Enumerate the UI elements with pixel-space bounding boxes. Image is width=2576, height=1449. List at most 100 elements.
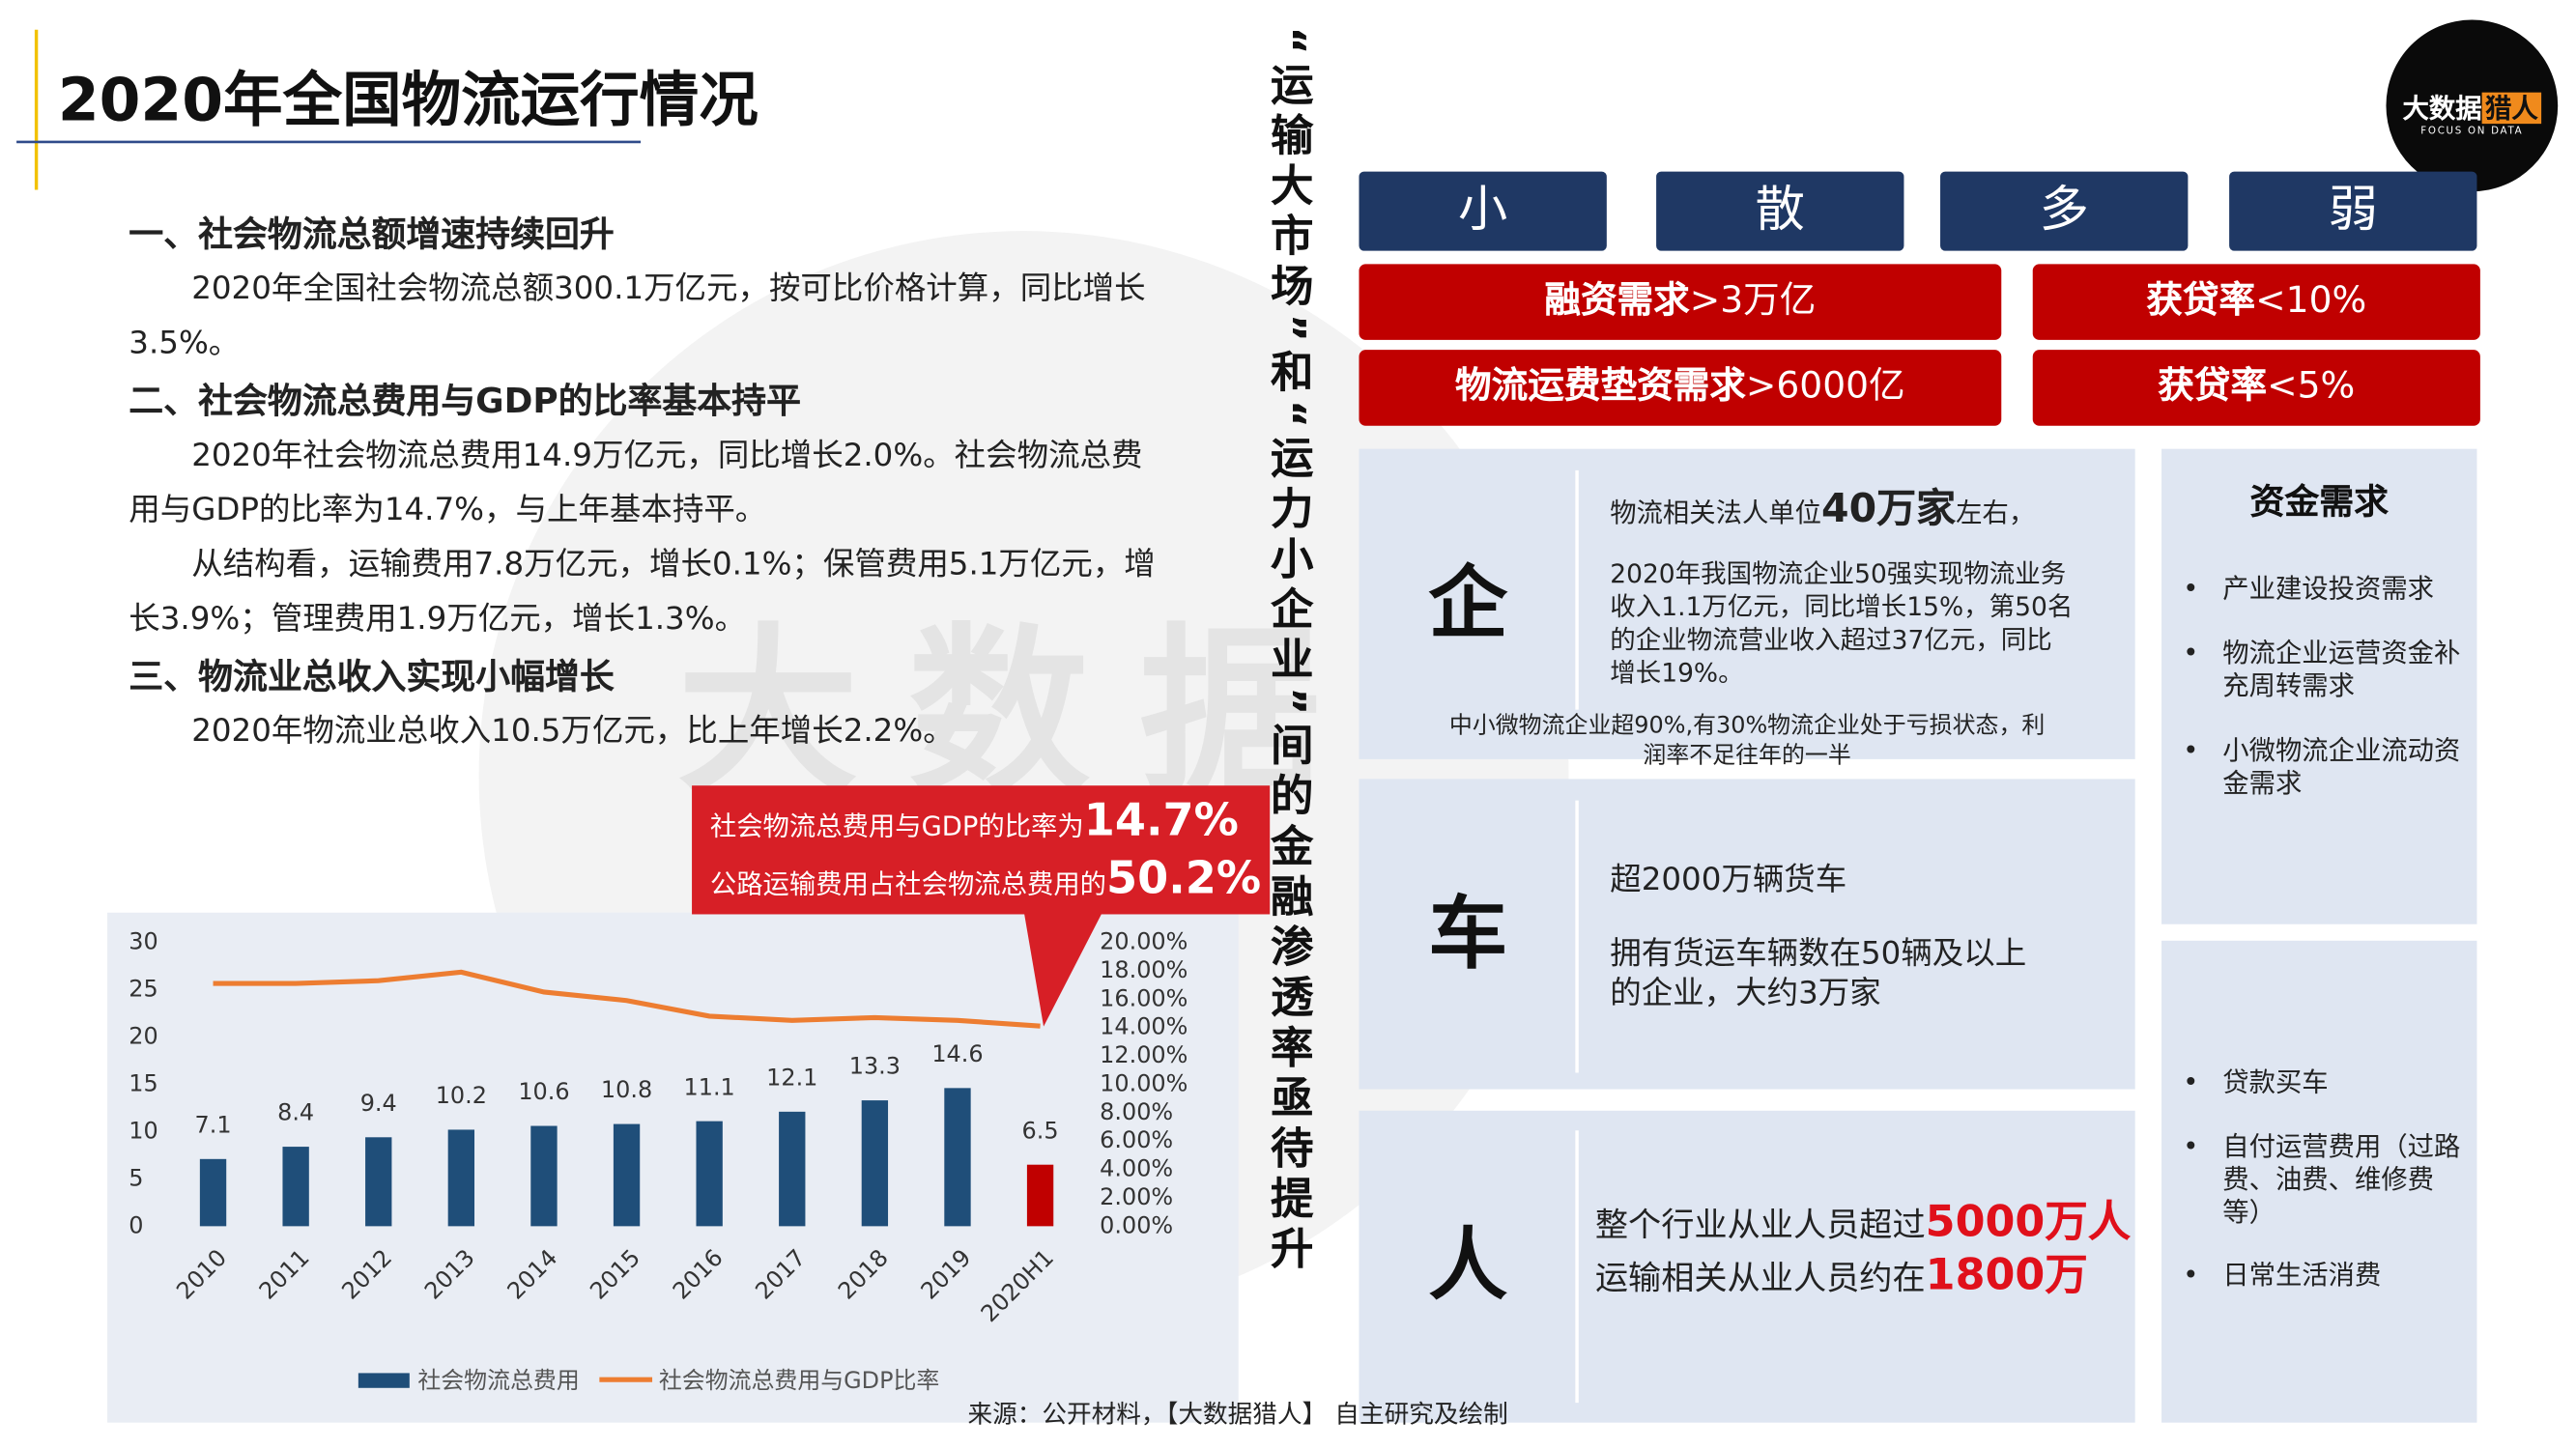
y-tick-label: 5 <box>129 1164 143 1191</box>
needs-bg <box>2161 940 2477 1423</box>
bar <box>861 1100 889 1227</box>
metric-label: 获贷率 <box>2146 280 2256 323</box>
needs-text: 产业建设投资需求 <box>2222 572 2435 605</box>
y2-tick-label: 6.00% <box>1100 1126 1173 1153</box>
needs-text: 日常生活消费 <box>2222 1259 2382 1291</box>
sections: 一、社会物流总额增速持续回升 2020年全国社会物流总额300.1万亿元，按可比价… <box>129 205 1172 759</box>
metric-label: 物流运费垫资需求 <box>1455 366 1746 408</box>
y-tick-label: 10 <box>129 1117 157 1144</box>
y2-tick-label: 0.00% <box>1100 1211 1173 1238</box>
callout-line: 社会物流总费用与GDP的比率为14.7% <box>710 795 1272 853</box>
panel-body: 拥有货运车辆数在50辆及以上的企业，大约3万家 <box>1610 935 2027 1012</box>
metric-box: 获贷率<5% <box>2032 350 2480 426</box>
paragraph: 从结构看，运输费用7.8万亿元，增长0.1%；保管费用5.1万亿元，增长3.9%… <box>129 546 1156 638</box>
needs-item: • 物流企业运营资金补充周转需求 <box>2183 637 2464 702</box>
data-label: 6.5 <box>1022 1117 1059 1144</box>
callout-value: 50.2% <box>1106 853 1262 905</box>
needs-text: 物流企业运营资金补充周转需求 <box>2222 637 2461 702</box>
trait-box: 小 <box>1359 171 1607 251</box>
data-label: 11.1 <box>684 1073 735 1100</box>
y2-tick-label: 18.00% <box>1100 956 1188 983</box>
panel-line: 运输相关从业人员约在1800万 <box>1595 1241 2088 1302</box>
logo-accent: 猎人 <box>2481 92 2542 125</box>
callout: 社会物流总费用与GDP的比率为14.7% 公路运输费用占社会物流总费用的50.2% <box>710 795 1272 911</box>
logo: 大数据 猎人 FOCUS ON DATA <box>2386 19 2559 192</box>
watermark: 大数据 <box>677 609 1371 819</box>
paragraph: 2020年社会物流总费用14.9万亿元，同比增长2.0%。社会物流总费用与GDP… <box>129 437 1143 528</box>
panel-bg <box>1359 448 2135 759</box>
paragraph: 2020年全国社会物流总额300.1万亿元，按可比价格计算，同比增长3.5%。 <box>129 270 1146 362</box>
needs-item: • 小微物流企业流动资金需求 <box>2183 734 2464 800</box>
text: 运输相关从业人员约在 <box>1594 1257 1926 1297</box>
panel-label: 人 <box>1428 1219 1508 1313</box>
panel-line: 整个行业从业人员超过5000万人 <box>1595 1188 2131 1249</box>
panel-note: 中小微物流企业超90%,有30%物流企业处于亏损状态，利润率不足往年的一半 <box>1448 713 2046 770</box>
needs-title: 资金需求 <box>2249 481 2390 522</box>
panel-lead: 物流相关法人单位40万家左右， <box>1610 475 2105 533</box>
needs-bg <box>2161 448 2477 924</box>
data-label: 7.1 <box>195 1111 232 1138</box>
bar <box>944 1088 971 1227</box>
bar <box>779 1111 806 1227</box>
callout-box <box>692 785 1271 915</box>
callout-value: 14.7% <box>1083 795 1239 847</box>
source: 来源：公开材料，【大数据猎人】 自主研究及绘制 <box>967 1399 1508 1430</box>
section-heading: 三、物流业总收入实现小幅增长 <box>129 656 615 696</box>
legend-label: 社会物流总费用 <box>417 1367 579 1394</box>
y2-tick-label: 20.00% <box>1100 928 1188 955</box>
legend-label: 社会物流总费用与GDP比率 <box>659 1367 939 1394</box>
y2-tick-label: 2.00% <box>1100 1183 1173 1210</box>
data-label: 12.1 <box>766 1065 817 1092</box>
y-tick-label: 15 <box>129 1069 157 1096</box>
bar <box>696 1121 723 1227</box>
y2-tick-label: 4.00% <box>1100 1155 1173 1182</box>
needs-item: • 产业建设投资需求 <box>2183 573 2464 606</box>
metric-value: <10% <box>2255 280 2367 323</box>
data-label: 9.4 <box>360 1090 397 1117</box>
bullet-space: • <box>2183 1065 2199 1098</box>
bullet-space: • <box>2183 1130 2199 1162</box>
bar <box>447 1129 475 1227</box>
line <box>213 969 1041 1029</box>
bullet-space: • <box>2183 1259 2199 1291</box>
bullet-space: • <box>2183 734 2199 766</box>
needs-text: 小微物流企业流动资金需求 <box>2222 734 2461 799</box>
paragraph: 2020年物流业总收入10.5万亿元，比上年增长2.2%。 <box>191 713 955 750</box>
needs-item: • 自付运营费用（过路费、油费、维修费等） <box>2183 1130 2464 1230</box>
panel-bg <box>1359 779 2135 1090</box>
emphasis: 5000万人 <box>1925 1198 2132 1248</box>
y2-tick-label: 16.00% <box>1100 984 1188 1011</box>
emphasis: 1800万 <box>1925 1250 2088 1301</box>
metric-box: 物流运费垫资需求>6000亿 <box>1359 350 2002 426</box>
data-label: 14.6 <box>931 1040 983 1067</box>
bar <box>365 1137 392 1227</box>
panel-body: 2020年我国物流企业50强实现物流业务收入1.1万亿元，同比增长15%，第50… <box>1610 559 2074 689</box>
page-title: 2020年全国物流运行情况 <box>57 68 758 136</box>
trait-box: 弱 <box>2229 171 2477 251</box>
bullet-space: • <box>2183 637 2199 668</box>
text: 超2000万辆货车 <box>1610 861 1847 898</box>
panel-label: 企 <box>1428 557 1508 651</box>
metric-value: <5% <box>2267 366 2356 408</box>
y2-tick-label: 8.00% <box>1100 1098 1173 1125</box>
text: 物流相关法人单位 <box>1610 497 1822 528</box>
data-label: 8.4 <box>277 1099 314 1126</box>
metric-value: >6000亿 <box>1745 366 1905 408</box>
data-label: 10.8 <box>601 1076 652 1103</box>
bar <box>199 1158 227 1227</box>
y-tick-label: 20 <box>129 1022 157 1049</box>
callout-text: 社会物流总费用与GDP的比率为 <box>709 810 1084 842</box>
metric-box: 获贷率<10% <box>2032 264 2480 340</box>
y-tick-label: 25 <box>129 975 157 1002</box>
needs-text: 贷款买车 <box>2222 1065 2329 1098</box>
chart-background <box>107 912 1239 1423</box>
logo-tagline: FOCUS ON DATA <box>2420 125 2524 137</box>
panel-bg <box>1359 1110 2135 1423</box>
panel-lead: 超2000万辆货车 <box>1610 855 1846 899</box>
metric-value: >3万亿 <box>1689 280 1817 323</box>
callout-text: 公路运输费用占社会物流总费用的 <box>709 867 1107 900</box>
needs-text: 自付运营费用（过路费、油费、维修费等） <box>2222 1130 2461 1229</box>
callout-line: 公路运输费用占社会物流总费用的50.2% <box>710 853 1272 911</box>
needs-item: • 日常生活消费 <box>2183 1260 2464 1293</box>
emphasis: 40万家 <box>1821 485 1957 532</box>
